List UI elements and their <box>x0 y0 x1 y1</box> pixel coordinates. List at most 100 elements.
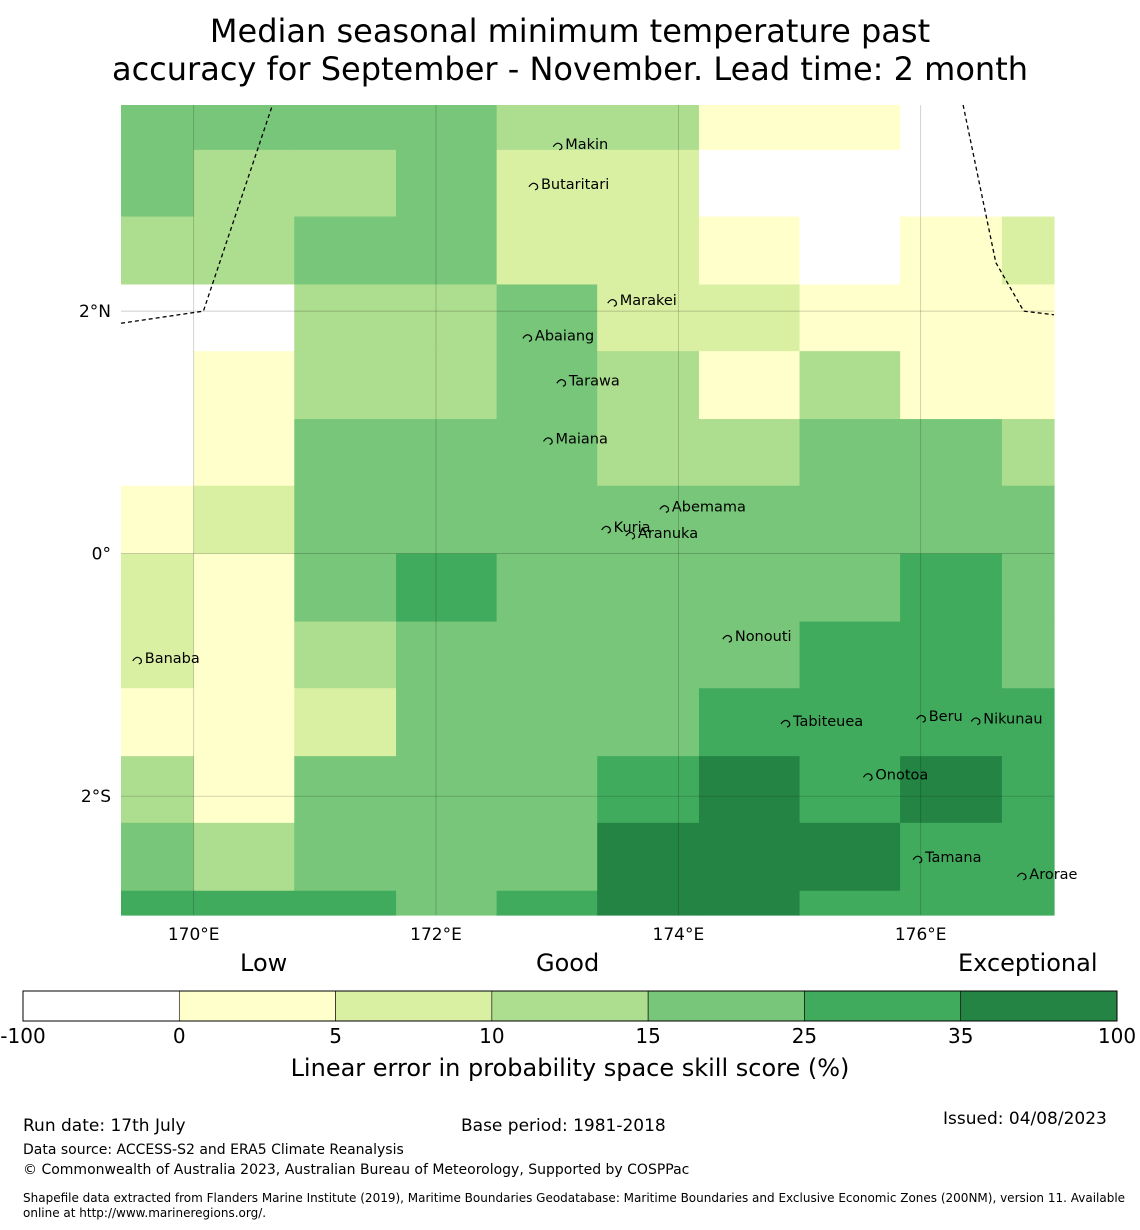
island-outline <box>970 717 981 726</box>
grid-cell <box>698 822 801 892</box>
island-label: Tamana <box>924 850 981 866</box>
grid-cell <box>698 756 801 824</box>
colorbar-tick-label: 35 <box>947 1024 974 1048</box>
colorbar-segment <box>960 990 1118 1022</box>
grid-cell <box>597 688 700 757</box>
grid-cell <box>193 621 295 689</box>
grid-cell <box>294 485 397 555</box>
grid-cell <box>121 822 195 892</box>
island-outline <box>601 525 611 534</box>
island-outline <box>780 719 791 728</box>
grid-cell <box>1001 890 1055 916</box>
colorbar-header-exceptional: Exceptional <box>958 949 1098 977</box>
grid-cell <box>799 553 901 623</box>
grid-cell <box>597 485 700 555</box>
grid-cell <box>1001 419 1055 487</box>
grid-cell <box>1001 756 1055 824</box>
grid-cell <box>294 105 397 151</box>
grid-cell <box>294 756 397 824</box>
grid-cell <box>396 105 498 151</box>
grid-cell <box>900 105 1003 151</box>
grid-cell <box>193 485 295 555</box>
grid-cell <box>799 688 901 757</box>
grid-cell <box>900 485 1003 555</box>
grid-cell <box>193 284 295 352</box>
grid-cell <box>698 105 801 151</box>
island-banaba: Banaba <box>132 651 200 667</box>
grid-cell <box>193 351 295 420</box>
colorbar-label: Linear error in probability space skill … <box>290 1054 850 1082</box>
colorbar-tick-label: -100 <box>0 1024 46 1048</box>
grid-cell <box>597 621 700 689</box>
grid-cell <box>698 485 801 555</box>
grid-cell <box>698 553 801 623</box>
grid-cell <box>900 621 1003 689</box>
grid-cell <box>1001 485 1055 555</box>
island-outline <box>722 634 733 643</box>
grid-cell <box>900 822 1003 892</box>
chart-title-line-1: Median seasonal minimum temperature past <box>209 12 931 50</box>
grid-cell <box>496 216 598 286</box>
grid-cell <box>121 105 195 151</box>
grid-cell <box>396 149 498 218</box>
grid-cell <box>799 621 901 689</box>
grid-cell <box>121 216 195 286</box>
grid-cell <box>496 688 598 757</box>
grid-cell <box>799 890 901 916</box>
grid-cell <box>900 284 1003 352</box>
colorbar-tick-label: 10 <box>479 1024 505 1048</box>
chart-title-line-2: accuracy for September - November. Lead … <box>111 50 1029 88</box>
grid-cell <box>396 890 498 916</box>
island-label: Nikunau <box>983 712 1042 728</box>
grid-cell <box>597 284 700 352</box>
grid-cell <box>900 688 1003 757</box>
longitude-tick-label: 170°E <box>168 925 220 945</box>
island-outline <box>552 142 563 151</box>
grid-cell <box>193 105 295 151</box>
grid-cell <box>396 621 498 689</box>
grid-cell <box>496 485 598 555</box>
grid-cell <box>396 419 498 487</box>
island-tarawa: Tarawa <box>556 373 620 389</box>
grid-cell <box>121 756 195 824</box>
grid-cell <box>698 351 801 420</box>
grid-cell <box>294 149 397 218</box>
longitude-tick-label: 174°E <box>653 925 705 945</box>
grid-cell <box>900 756 1003 824</box>
island-label: Tarawa <box>568 373 620 389</box>
island-label: Nonouti <box>735 629 792 645</box>
grid-cell <box>496 553 598 623</box>
grid-cell <box>597 890 700 916</box>
colorbar-tick-label: 25 <box>791 1024 818 1048</box>
grid-cell <box>1001 351 1055 420</box>
island-outline <box>916 714 926 723</box>
colorbar-tick-label: 5 <box>329 1024 342 1048</box>
grid-cell <box>900 351 1003 420</box>
grid-cell <box>799 351 901 420</box>
grid-cell <box>121 149 195 218</box>
island-outline <box>862 773 873 781</box>
colorbar-segment <box>178 990 336 1022</box>
grid-cell <box>698 890 801 916</box>
grid-cell <box>1001 553 1055 623</box>
island-label: Aranuka <box>638 526 698 542</box>
grid-cell <box>193 149 295 218</box>
colorbar-tick-label: 0 <box>172 1024 186 1048</box>
grid-cell <box>900 419 1003 487</box>
island-beru: Beru <box>916 709 963 725</box>
island-label: Kuria <box>614 520 651 536</box>
grid-cell <box>121 351 195 420</box>
grid-cell <box>799 822 901 892</box>
colorbar-segment <box>335 990 493 1022</box>
longitude-tick-label: 176°E <box>895 925 947 945</box>
grid-cell <box>121 553 195 623</box>
grid-cell <box>799 284 901 352</box>
island-maiana: Maiana <box>543 431 608 447</box>
colorbar-segment <box>491 990 649 1022</box>
island-label: Makin <box>565 137 608 153</box>
shapefile-credit-line-2: online at http://www.marineregions.org/. <box>23 1206 267 1220</box>
grid-cell <box>597 351 700 420</box>
grid-cell <box>193 890 295 916</box>
grid-cell <box>294 419 397 487</box>
